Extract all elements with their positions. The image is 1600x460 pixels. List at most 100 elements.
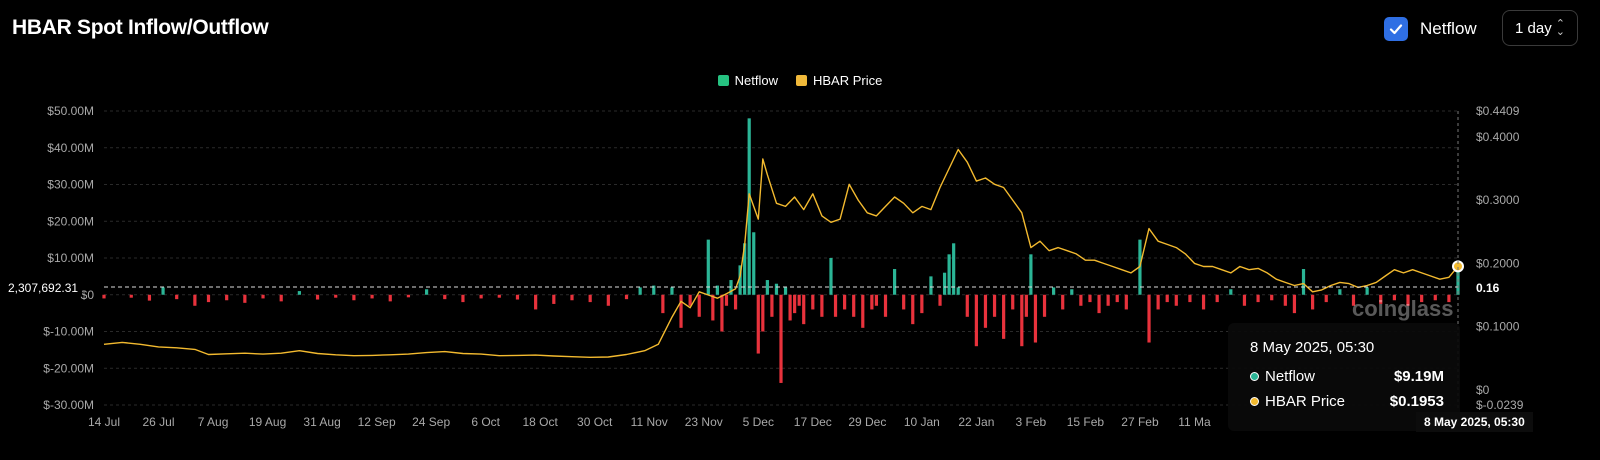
x-tick-label: 14 Jul (88, 415, 120, 429)
netflow-bar (779, 294, 783, 383)
netflow-bar (1406, 294, 1410, 306)
netflow-bar (424, 289, 429, 295)
netflow-bar (1242, 294, 1247, 306)
netflow-bar (829, 258, 833, 295)
netflow-bar (606, 294, 610, 306)
netflow-bar (797, 294, 801, 306)
netflow-bar (1061, 294, 1065, 310)
netflow-bars (102, 118, 1460, 383)
netflow-bar (652, 285, 656, 295)
netflow-bar (920, 294, 924, 314)
netflow-bar (1215, 294, 1219, 303)
netflow-bar (938, 294, 942, 306)
period-select-value: 1 day (1515, 19, 1552, 37)
netflow-bar (1283, 294, 1287, 306)
price-line (103, 148, 1459, 358)
x-tick-label: 27 Feb (1121, 415, 1159, 429)
netflow-bar (206, 294, 211, 303)
left-tick-label: $40.00M (47, 141, 94, 155)
netflow-bar (1201, 294, 1206, 310)
netflow-bar (1070, 289, 1074, 295)
netflow-bar (352, 294, 356, 301)
x-tick-label: 11 Ma (1178, 415, 1211, 429)
left-tick-label: $-10.00M (43, 325, 94, 339)
netflow-bar (1270, 294, 1274, 301)
netflow-bar (497, 294, 501, 298)
netflow-bar (1052, 287, 1056, 295)
chevron-updown-icon: ⌃ ⌄ (1555, 18, 1565, 38)
netflow-bar (843, 294, 847, 310)
tooltip-row-netflow: Netflow $9.19M (1250, 368, 1444, 385)
right-tick-label: $-0.0239 (1476, 398, 1524, 412)
netflow-bar (1365, 287, 1369, 295)
netflow-bar (624, 294, 629, 300)
crosshair-right-value: 0.16 (1462, 280, 1514, 296)
netflow-bar (370, 294, 374, 299)
netflow-bar (1011, 294, 1015, 310)
netflow-bar (983, 294, 988, 328)
x-tick-label: 15 Feb (1067, 415, 1105, 429)
left-tick-label: $20.00M (47, 214, 94, 228)
right-tick-label: $0 (1476, 383, 1490, 397)
period-select[interactable]: 1 day ⌃ ⌄ (1502, 10, 1578, 46)
legend-swatch-price (796, 75, 807, 86)
netflow-bar (811, 294, 815, 310)
x-tick-label: 18 Oct (523, 415, 559, 429)
netflow-bar (1156, 294, 1160, 310)
netflow-bar (852, 294, 856, 317)
legend-label-netflow: Netflow (734, 73, 778, 88)
netflow-bar (175, 294, 179, 300)
netflow-bar (1311, 294, 1315, 310)
netflow-bar (774, 283, 779, 295)
tooltip-value-price: $0.1953 (1389, 393, 1444, 410)
right-axis: $0.4409 $0.4000 $0.3000 $0.2000 $0.1000 $0$-0… (1476, 104, 1524, 412)
x-axis: 14 Jul 26 Jul 7 Aug 19 Aug 31 Aug 12 Sep 24 Se… (88, 415, 1211, 429)
legend-swatch-netflow (717, 75, 729, 86)
x-tick-label: 10 Jan (904, 415, 940, 429)
right-tick-label: $0.4000 (1476, 130, 1520, 144)
netflow-checkbox[interactable] (1384, 17, 1408, 41)
netflow-bar (1042, 294, 1047, 317)
netflow-bar (1020, 294, 1024, 347)
netflow-bar (297, 291, 301, 295)
netflow-bar (820, 294, 824, 317)
netflow-bar (588, 294, 592, 303)
left-axis: $50.00M $40.00M $30.00M $20.00M $10.00M $0 $-1… (43, 104, 94, 412)
netflow-bar (1174, 294, 1178, 306)
right-tick-label: $0.3000 (1476, 193, 1520, 207)
netflow-bar (1379, 294, 1383, 304)
netflow-bar (688, 294, 692, 306)
netflow-bar (911, 294, 915, 325)
netflow-bar (1456, 260, 1460, 295)
netflow-bar (570, 294, 574, 301)
crosshair-date-label: 8 May 2025, 05:30 (1416, 412, 1533, 432)
netflow-bar (711, 294, 715, 321)
netflow-bar (802, 294, 806, 325)
tooltip-date: 8 May 2025, 05:30 (1250, 339, 1375, 356)
netflow-bar (661, 294, 665, 314)
netflow-bar (729, 280, 733, 295)
netflow-bar (1124, 294, 1128, 310)
netflow-bar (1433, 294, 1437, 301)
x-tick-label: 22 Jan (958, 415, 994, 429)
netflow-bar (765, 280, 769, 295)
netflow-bar (833, 294, 838, 317)
left-tick-label: $50.00M (47, 104, 94, 118)
netflow-bar (1301, 269, 1306, 295)
checkmark-icon (1389, 24, 1403, 35)
legend-item-price[interactable]: HBAR Price (796, 73, 882, 88)
netflow-bar (747, 118, 751, 295)
netflow-bar (756, 294, 760, 354)
right-tick-label: $0.2000 (1476, 256, 1520, 270)
legend-item-netflow[interactable]: Netflow (717, 73, 778, 88)
netflow-bar (892, 269, 897, 295)
netflow-bar (102, 294, 106, 299)
netflow-bar (1024, 294, 1028, 317)
netflow-checkbox-label[interactable]: Netflow (1420, 19, 1477, 38)
netflow-bar (861, 294, 865, 328)
tooltip-value-netflow: $9.19M (1393, 368, 1444, 385)
netflow-bar (947, 254, 951, 295)
netflow-bar (733, 294, 738, 310)
left-tick-label: $10.00M (47, 251, 94, 265)
netflow-bar (1115, 294, 1119, 303)
